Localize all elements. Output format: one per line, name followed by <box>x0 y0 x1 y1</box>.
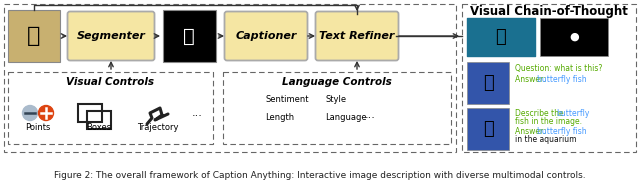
FancyBboxPatch shape <box>67 11 154 61</box>
FancyBboxPatch shape <box>8 10 60 62</box>
Text: ...: ... <box>191 108 202 118</box>
Text: Visual Controls: Visual Controls <box>66 77 154 87</box>
FancyBboxPatch shape <box>163 10 216 62</box>
Text: in the aquarium: in the aquarium <box>515 135 577 145</box>
Text: Length: Length <box>265 113 294 122</box>
Text: Answer:: Answer: <box>515 74 548 83</box>
Text: Answer:: Answer: <box>515 126 548 135</box>
Text: ···: ··· <box>365 113 376 123</box>
Text: 🤸: 🤸 <box>183 27 195 45</box>
Circle shape <box>22 105 38 121</box>
Text: Describe the: Describe the <box>515 108 566 117</box>
Text: butterfly fish: butterfly fish <box>537 126 587 135</box>
Text: ●: ● <box>569 32 579 42</box>
Text: Captioner: Captioner <box>236 31 297 41</box>
FancyBboxPatch shape <box>467 108 509 150</box>
Bar <box>8 72 213 144</box>
Bar <box>4 4 456 152</box>
Text: Trajectory: Trajectory <box>137 124 179 133</box>
Text: Points: Points <box>26 124 51 133</box>
Text: Visual Chain-of-Thought: Visual Chain-of-Thought <box>470 5 628 18</box>
FancyBboxPatch shape <box>540 18 608 56</box>
Text: Segmenter: Segmenter <box>77 31 145 41</box>
FancyBboxPatch shape <box>467 18 535 56</box>
FancyBboxPatch shape <box>467 62 509 104</box>
Text: fish in the image.: fish in the image. <box>515 117 582 126</box>
FancyBboxPatch shape <box>225 11 307 61</box>
Text: Language Controls: Language Controls <box>282 77 392 87</box>
Bar <box>223 72 451 144</box>
Text: butterfly: butterfly <box>556 108 589 117</box>
Circle shape <box>38 105 54 121</box>
Bar <box>462 4 636 152</box>
Text: 🐟: 🐟 <box>483 120 493 138</box>
Text: butterfly fish: butterfly fish <box>537 74 587 83</box>
Text: 🐫: 🐫 <box>28 26 41 46</box>
Text: Sentiment: Sentiment <box>265 96 308 104</box>
Text: Text Refiner: Text Refiner <box>319 31 395 41</box>
Text: 🐟: 🐟 <box>483 74 493 92</box>
Text: Boxes: Boxes <box>86 124 111 133</box>
Text: Style: Style <box>325 96 346 104</box>
Text: Figure 2: The overall framework of Caption Anything: Interactive image descripti: Figure 2: The overall framework of Capti… <box>54 171 586 180</box>
Text: Question: what is this?: Question: what is this? <box>515 63 602 73</box>
FancyBboxPatch shape <box>316 11 399 61</box>
Text: Language: Language <box>325 113 367 122</box>
Text: 🐠: 🐠 <box>495 28 506 46</box>
